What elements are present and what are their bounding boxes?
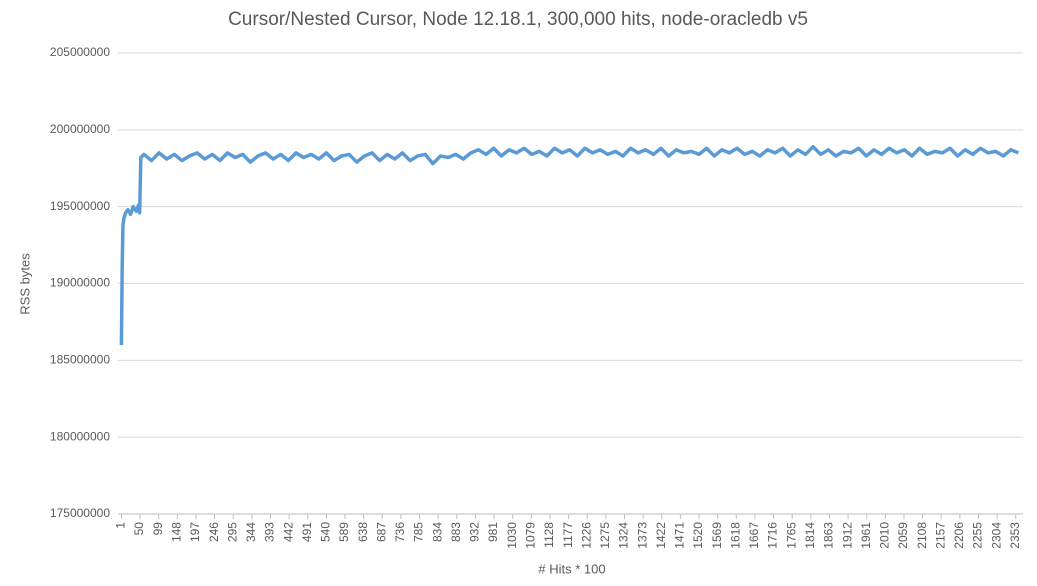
- y-tick-label: 200000000: [50, 122, 110, 136]
- x-tick-label: 1: [114, 522, 128, 529]
- x-tick-label: 589: [337, 522, 351, 542]
- x-tick-label: 2010: [878, 522, 892, 549]
- x-tick-label: 295: [225, 522, 239, 542]
- x-tick-label: 1030: [505, 522, 519, 549]
- x-tick-label: 540: [319, 522, 333, 542]
- x-tick-label: 1863: [822, 522, 836, 549]
- x-tick-label: 834: [430, 522, 444, 542]
- x-tick-label: 1716: [766, 522, 780, 549]
- x-tick-label: 2255: [971, 522, 985, 549]
- x-tick-label: 1177: [561, 522, 575, 548]
- x-tick-label: 785: [412, 522, 426, 542]
- x-tick-label: 1471: [673, 522, 687, 549]
- x-tick-label: 246: [207, 522, 221, 542]
- x-tick-label: 1912: [840, 522, 854, 549]
- x-tick-label: 2108: [915, 522, 929, 549]
- x-tick-label: 883: [449, 522, 463, 542]
- x-tick-label: 2157: [933, 522, 947, 549]
- x-tick-label: 1226: [579, 522, 593, 549]
- x-tick-label: 1765: [784, 522, 798, 549]
- x-tick-label: 932: [468, 522, 482, 542]
- x-tick-label: 2353: [1008, 522, 1022, 549]
- x-tick-label: 1961: [859, 522, 873, 549]
- x-tick-label: 2304: [989, 522, 1003, 549]
- chart-title: Cursor/Nested Cursor, Node 12.18.1, 300,…: [228, 9, 808, 30]
- x-tick-label: 1275: [598, 522, 612, 549]
- x-tick-label: 2059: [896, 522, 910, 549]
- x-tick-label: 1569: [710, 522, 724, 549]
- y-tick-label: 185000000: [50, 353, 110, 367]
- x-tick-label: 687: [374, 522, 388, 542]
- data-line: [119, 144, 1020, 345]
- x-tick-label: 1618: [728, 522, 742, 549]
- x-tick-label: 442: [281, 522, 295, 542]
- x-tick-label: 393: [263, 522, 277, 542]
- y-axis-label: RSS bytes: [17, 253, 32, 315]
- x-tick-label: 1520: [691, 522, 705, 549]
- x-tick-label: 1373: [635, 522, 649, 549]
- x-tick-label: 148: [169, 522, 183, 542]
- x-tick-label: 197: [188, 522, 202, 542]
- x-tick-label: 1128: [542, 522, 556, 548]
- y-tick-label: 175000000: [50, 506, 110, 520]
- y-tick-label: 190000000: [50, 276, 110, 290]
- x-tick-label: 1814: [803, 522, 817, 549]
- x-tick-label: 344: [244, 522, 258, 542]
- x-tick-label: 99: [151, 522, 165, 536]
- x-tick-label: 2206: [952, 522, 966, 549]
- y-tick-label: 205000000: [50, 45, 110, 59]
- y-tick-label: 180000000: [50, 429, 110, 443]
- x-tick-label: 50: [132, 522, 146, 536]
- x-axis-label: # Hits * 100: [538, 561, 605, 576]
- x-tick-label: 491: [300, 522, 314, 542]
- x-tick-label: 981: [486, 522, 500, 542]
- x-tick-label: 736: [393, 522, 407, 542]
- x-tick-label: 1667: [747, 522, 761, 549]
- x-tick-label: 1422: [654, 522, 668, 549]
- x-tick-label: 638: [356, 522, 370, 542]
- x-tick-label: 1079: [524, 522, 538, 549]
- y-tick-label: 195000000: [50, 199, 110, 213]
- x-tick-label: 1324: [617, 522, 631, 549]
